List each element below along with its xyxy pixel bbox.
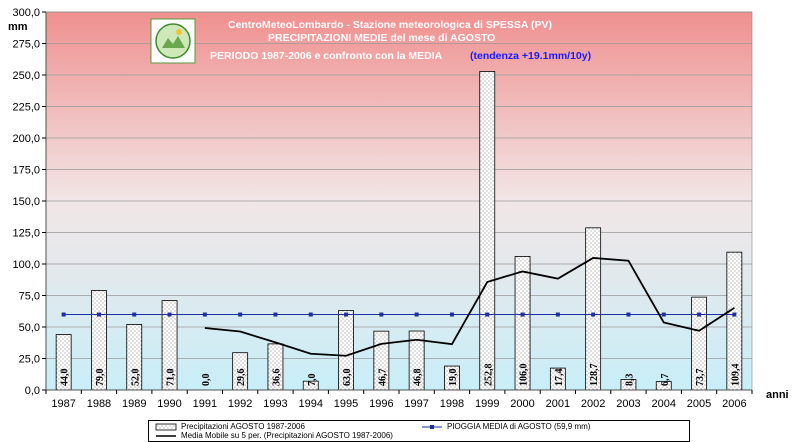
centrometeo-logo <box>150 18 196 64</box>
mean-marker <box>661 312 666 317</box>
mean-marker <box>273 312 278 317</box>
y-tick-label: 25,0 <box>19 354 40 366</box>
bar-data-label: 6,7 <box>660 374 671 387</box>
mean-marker <box>379 312 384 317</box>
legend: Precipitazioni AGOSTO 1987-2006 Media Mo… <box>148 420 690 442</box>
y-tick-label: 250,0 <box>12 70 40 82</box>
chart-title-line-1: CentroMeteoLombardo - Stazione meteorolo… <box>228 19 552 31</box>
y-tick-label: 100,0 <box>12 259 40 271</box>
y-tick-label: 0,0 <box>25 385 40 397</box>
x-tick-label: 1988 <box>87 398 111 410</box>
y-tick-label: 200,0 <box>12 133 40 145</box>
x-tick-label: 1994 <box>299 398 323 410</box>
bar-data-label: 17,4 <box>554 369 565 387</box>
y-tick-label: 175,0 <box>12 165 40 177</box>
x-axis-label: anni <box>766 389 789 401</box>
mean-marker <box>449 312 454 317</box>
x-tick-label: 2002 <box>581 398 605 410</box>
y-tick-label: 75,0 <box>19 291 40 303</box>
bar-data-label: 128,7 <box>589 364 600 387</box>
x-tick-label: 1993 <box>263 398 287 410</box>
y-axis-label: mm <box>8 21 28 33</box>
bar-data-label: 109,4 <box>730 364 741 387</box>
x-tick-label: 1995 <box>334 398 358 410</box>
x-tick-label: 1991 <box>193 398 217 410</box>
x-tick-label: 2001 <box>546 398 570 410</box>
bar <box>479 71 496 391</box>
mean-marker <box>61 312 66 317</box>
chart-title-line-2: PRECIPITAZIONI MEDIE del mese di AGOSTO <box>268 32 495 44</box>
legend-label-moving-avg: Media Mobile su 5 per. (Precipitazioni A… <box>181 431 393 440</box>
mean-marker <box>96 312 101 317</box>
trend-note: (tendenza +19.1mm/10y) <box>470 50 591 62</box>
bar-data-label: 29,6 <box>236 369 247 387</box>
x-tick-label: 2003 <box>616 398 640 410</box>
bar-data-labels: 44,0 79,0 52,0 71,0 0,0 29,6 36,6 7,0 63,0 46,7 46… <box>60 364 742 387</box>
x-tick-label: 2004 <box>652 398 676 410</box>
x-tick-label: 2006 <box>722 398 746 410</box>
bar-data-label: 252,8 <box>483 364 494 387</box>
x-tick-label: 1996 <box>369 398 393 410</box>
y-tick-label: 125,0 <box>12 228 40 240</box>
mean-marker <box>591 312 596 317</box>
legend-swatch-moving-avg <box>156 435 176 437</box>
mean-marker <box>132 312 137 317</box>
mean-marker <box>202 312 207 317</box>
mean-marker <box>485 312 490 317</box>
mean-marker <box>414 312 419 317</box>
chart-title-line-3: PERIODO 1987-2006 e confronto con la MED… <box>210 50 443 62</box>
mean-marker <box>167 312 172 317</box>
moving-average-line <box>204 257 735 357</box>
bar-data-label: 106,0 <box>519 364 530 387</box>
mean-marker <box>626 312 631 317</box>
bar-data-label: 36,6 <box>271 369 282 387</box>
bar-data-label: 19,0 <box>448 369 459 387</box>
bar-data-label: 63,0 <box>342 369 353 387</box>
x-tick-label: 1997 <box>404 398 428 410</box>
bar-data-label: 8,3 <box>624 374 635 387</box>
legend-swatch-bars <box>155 423 177 431</box>
x-tick-label: 1987 <box>51 398 75 410</box>
bar-data-label: 44,0 <box>60 369 71 387</box>
y-tick-label: 150,0 <box>12 196 40 208</box>
x-tick-label: 1992 <box>228 398 252 410</box>
line-series <box>61 257 737 357</box>
y-tick-label: 50,0 <box>19 322 40 334</box>
tick-labels: 0,0 25,0 50,0 75,0 100,0 125,0 150,0 175,0 200,0… <box>12 7 753 410</box>
bar-data-label: 0,0 <box>201 374 212 387</box>
bar-data-label: 73,7 <box>695 369 706 387</box>
mean-marker <box>555 312 560 317</box>
mean-marker <box>520 312 525 317</box>
bar-data-label: 46,8 <box>413 369 424 387</box>
legend-label-mean: PIOGGIA MEDIA di AGOSTO (59,9 mm) <box>447 422 591 431</box>
bar-data-label: 79,0 <box>95 369 106 387</box>
x-tick-label: 1999 <box>475 398 499 410</box>
mean-marker <box>238 312 243 317</box>
mean-marker <box>697 312 702 317</box>
mean-marker <box>732 312 737 317</box>
legend-label-bars: Precipitazioni AGOSTO 1987-2006 <box>181 422 305 431</box>
legend-swatch-mean <box>422 425 442 429</box>
x-tick-label: 2005 <box>687 398 711 410</box>
x-tick-label: 1990 <box>157 398 181 410</box>
bar-data-label: 71,0 <box>166 369 177 387</box>
y-tick-label: 225,0 <box>12 102 40 114</box>
y-tick-label: 275,0 <box>12 39 40 51</box>
mean-marker <box>308 312 313 317</box>
bar-data-label: 46,7 <box>377 369 388 387</box>
bar-data-label: 7,0 <box>307 374 318 387</box>
mean-marker <box>344 312 349 317</box>
x-tick-label: 1998 <box>440 398 464 410</box>
x-tick-label: 2000 <box>510 398 534 410</box>
x-tick-label: 1989 <box>122 398 146 410</box>
y-tick-label: 300,0 <box>12 7 40 19</box>
bar-data-label: 52,0 <box>130 369 141 387</box>
